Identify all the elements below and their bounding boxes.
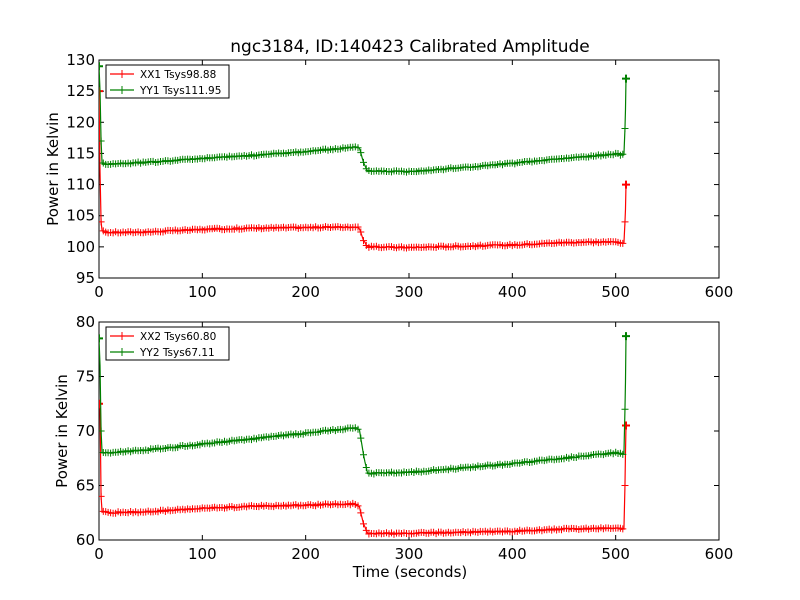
y-tick-label: 115 [66,144,95,162]
y-tick-label: 120 [66,113,95,131]
y-tick-label: 80 [76,313,95,331]
series-markers [99,87,630,252]
data-point-marker [99,334,103,343]
y-axis-label: Power in Kelvin [44,112,62,226]
legend-marker [118,332,126,340]
chart-title: ngc3184, ID:140423 Calibrated Amplitude [230,37,589,57]
y-tick-label: 60 [76,531,95,549]
x-tick-label: 400 [498,283,527,301]
y-axis-label: Power in Kelvin [53,374,71,488]
series-red [99,399,630,538]
y-tick-label: 100 [66,238,95,256]
data-point-marker [99,399,103,408]
legend-label: YY2 Tsys67.11 [139,347,215,359]
x-tick-label: 200 [291,545,320,563]
series-green [99,62,630,176]
y-tick-label: 75 [76,368,95,386]
bottom-panel: 0 100 200 300 400 500 600 60 65 70 75 80 Power in Ke… [53,313,733,581]
series-markers [99,400,630,538]
legend-marker [118,348,126,356]
y-tick-label: 105 [66,207,95,225]
series-green [99,332,630,478]
x-tick-label: 100 [188,283,217,301]
x-axis-label: Time (seconds) [352,563,468,581]
series-markers [99,62,630,176]
legend-label: YY1 Tsys111.95 [139,85,221,97]
x-tick-label: 600 [705,545,734,563]
data-point-marker [622,332,630,341]
x-tick-label: 300 [395,283,424,301]
x-tick-label: 400 [498,545,527,563]
y-tick-label: 95 [76,269,95,287]
legend-box [105,326,230,361]
data-point-marker [99,87,103,96]
x-tick-label: 0 [94,545,104,563]
top-panel: 0 100 200 300 400 500 600 95 100 105 110 115 120 125 1… [44,51,733,301]
legend-box [105,64,230,99]
y-tick-label: 70 [76,422,95,440]
x-tick-label: 200 [291,283,320,301]
data-point-marker [622,421,630,430]
y-tick-label: 125 [66,82,95,100]
y-tick-label: 65 [76,477,95,495]
y-tick-label: 130 [66,51,95,69]
legend-label: XX1 Tsys98.88 [140,69,216,81]
y-tick-label: 110 [66,176,95,194]
x-tick-label: 500 [601,545,630,563]
data-point-marker [622,180,630,189]
series-red [99,87,630,252]
x-tick-label: 300 [395,545,424,563]
x-tick-label: 0 [94,283,104,301]
x-tick-label: 600 [705,283,734,301]
legend-label: XX2 Tsys60.80 [140,331,216,343]
series-markers [99,332,630,478]
x-tick-label: 500 [601,283,630,301]
legend-marker [118,86,126,94]
legend-marker [118,70,126,78]
data-point-marker [99,62,103,71]
x-tick-label: 100 [188,545,217,563]
data-point-marker [622,74,630,83]
